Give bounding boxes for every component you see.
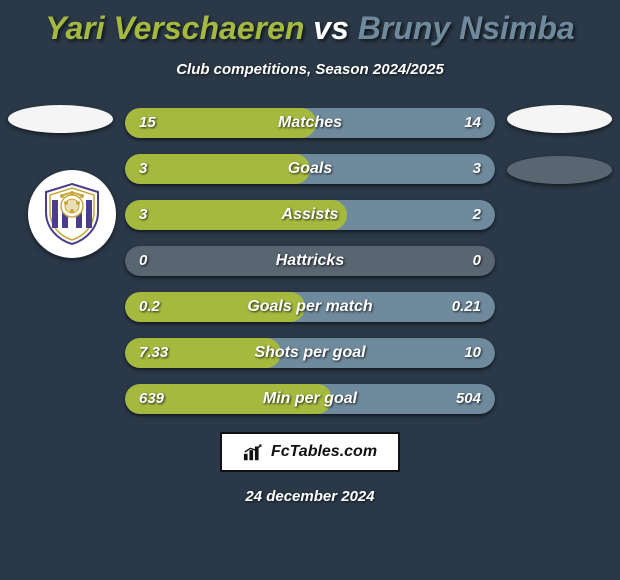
brand-text: FcTables.com: [271, 443, 377, 461]
stat-value-right: 14: [464, 108, 481, 138]
stat-value-left: 15: [139, 108, 156, 138]
stat-value-left: 3: [139, 200, 147, 230]
stat-value-left: 7.33: [139, 338, 168, 368]
stat-label: Min per goal: [125, 384, 495, 414]
stat-row: Goals3 3: [125, 154, 495, 184]
stat-bars: Matches1514Goals33Assists32Hattricks00Go…: [125, 108, 495, 414]
stat-value-left: 639: [139, 384, 164, 414]
page-title: Yari Verschaeren vs Bruny Nsimba: [0, 0, 620, 47]
stat-row: Matches15 14: [125, 108, 495, 138]
stat-label: Goals: [125, 154, 495, 184]
date-line: 24 december 2024: [0, 488, 620, 505]
stat-value-left: 0: [139, 246, 147, 276]
stat-row: Goals per match0.2 0.21: [125, 292, 495, 322]
stat-value-right: 10: [464, 338, 481, 368]
brand-box: FcTables.com: [220, 432, 400, 472]
stat-value-right: 0.21: [452, 292, 481, 322]
stat-value-left: 3: [139, 154, 147, 184]
player2-marker-mid: [507, 156, 612, 184]
stat-label: Goals per match: [125, 292, 495, 322]
club-badge: [28, 170, 116, 258]
stat-label: Assists: [125, 200, 495, 230]
player1-marker: [8, 105, 113, 133]
stat-value-left: 0.2: [139, 292, 160, 322]
stat-value-right: 2: [473, 200, 481, 230]
stat-row: Assists3 2: [125, 200, 495, 230]
stat-label: Shots per goal: [125, 338, 495, 368]
comparison-body: Matches1514Goals33Assists32Hattricks00Go…: [0, 108, 620, 505]
stat-value-right: 3: [473, 154, 481, 184]
anderlecht-crest-icon: [40, 182, 104, 246]
stat-row: Shots per goal7.33 10: [125, 338, 495, 368]
stat-label: Matches: [125, 108, 495, 138]
chart-icon: [243, 442, 265, 462]
subtitle: Club competitions, Season 2024/2025: [0, 61, 620, 78]
stat-row: Hattricks0 0: [125, 246, 495, 276]
stat-value-right: 504: [456, 384, 481, 414]
stat-value-right: 0: [473, 246, 481, 276]
stat-row: Min per goal639 504: [125, 384, 495, 414]
player2-marker-top: [507, 105, 612, 133]
stat-label: Hattricks: [125, 246, 495, 276]
